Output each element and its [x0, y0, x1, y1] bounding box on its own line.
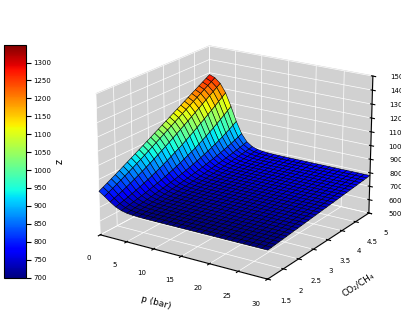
X-axis label: p (bar): p (bar)	[140, 294, 172, 311]
Y-axis label: CO₂/CH₄: CO₂/CH₄	[340, 271, 376, 298]
Y-axis label: z: z	[55, 159, 65, 164]
